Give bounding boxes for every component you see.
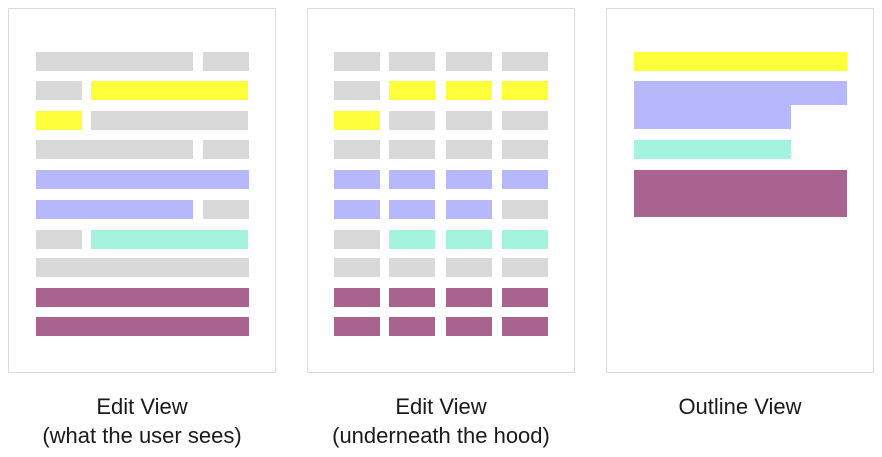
grid-cell-yellow bbox=[389, 81, 435, 100]
highlight-line-purple bbox=[36, 288, 249, 307]
highlight-line-yellow bbox=[36, 111, 82, 130]
grid-cell bbox=[446, 52, 492, 71]
grid-cell bbox=[334, 140, 380, 159]
grid-cell-purple bbox=[334, 317, 380, 336]
grid-cell bbox=[502, 140, 548, 159]
text-line bbox=[203, 140, 249, 159]
edit-view-caption: Edit View (what the user sees) bbox=[8, 392, 276, 450]
grid-cell bbox=[502, 52, 548, 71]
outline-block-blue bbox=[634, 81, 847, 105]
outline-block-yellow bbox=[634, 52, 847, 71]
text-line bbox=[36, 52, 193, 71]
grid-cell bbox=[334, 52, 380, 71]
hood-view-caption: Edit View (underneath the hood) bbox=[307, 392, 575, 450]
text-line bbox=[203, 200, 249, 219]
outline-view-caption: Outline View bbox=[606, 392, 874, 421]
grid-cell bbox=[389, 52, 435, 71]
caption-title: Edit View bbox=[395, 394, 487, 419]
highlight-line-teal bbox=[91, 230, 248, 249]
grid-cell-blue bbox=[446, 170, 492, 189]
grid-cell bbox=[446, 140, 492, 159]
grid-cell-teal bbox=[389, 230, 435, 249]
grid-cell bbox=[502, 258, 548, 277]
grid-cell-blue bbox=[334, 170, 380, 189]
grid-cell bbox=[502, 111, 548, 130]
grid-cell-blue bbox=[446, 200, 492, 219]
text-line bbox=[36, 230, 82, 249]
grid-cell-purple bbox=[389, 317, 435, 336]
grid-cell bbox=[334, 230, 380, 249]
grid-cell-purple bbox=[502, 317, 548, 336]
caption-title: Outline View bbox=[678, 394, 802, 419]
edit-view-panel bbox=[8, 8, 276, 373]
outline-view-panel bbox=[606, 8, 874, 373]
grid-cell bbox=[446, 111, 492, 130]
hood-view-panel bbox=[307, 8, 575, 373]
grid-cell bbox=[502, 200, 548, 219]
grid-cell bbox=[389, 140, 435, 159]
grid-cell-yellow bbox=[502, 81, 548, 100]
grid-cell-yellow bbox=[334, 111, 380, 130]
grid-cell bbox=[389, 258, 435, 277]
text-line bbox=[36, 81, 82, 100]
grid-cell-blue bbox=[389, 170, 435, 189]
grid-cell bbox=[446, 258, 492, 277]
grid-cell bbox=[334, 81, 380, 100]
text-line bbox=[91, 111, 248, 130]
text-line bbox=[203, 52, 249, 71]
grid-cell-yellow bbox=[446, 81, 492, 100]
grid-cell bbox=[334, 258, 380, 277]
highlight-line-yellow bbox=[91, 81, 248, 100]
grid-cell bbox=[389, 111, 435, 130]
outline-block-teal bbox=[634, 140, 791, 159]
grid-cell-purple bbox=[446, 288, 492, 307]
grid-cell-teal bbox=[502, 230, 548, 249]
grid-cell-purple bbox=[502, 288, 548, 307]
caption-subtitle: (what the user sees) bbox=[42, 423, 242, 448]
highlight-line-blue bbox=[36, 200, 193, 219]
highlight-line-blue bbox=[36, 170, 249, 189]
grid-cell-blue bbox=[389, 200, 435, 219]
caption-title: Edit View bbox=[96, 394, 188, 419]
caption-subtitle: (underneath the hood) bbox=[332, 423, 550, 448]
grid-cell-teal bbox=[446, 230, 492, 249]
grid-cell-purple bbox=[334, 288, 380, 307]
outline-block-purple bbox=[634, 170, 847, 217]
text-line bbox=[36, 140, 193, 159]
grid-cell-blue bbox=[334, 200, 380, 219]
highlight-line-purple bbox=[36, 317, 249, 336]
grid-cell-purple bbox=[446, 317, 492, 336]
grid-cell-blue bbox=[502, 170, 548, 189]
text-line bbox=[36, 258, 249, 277]
grid-cell-purple bbox=[389, 288, 435, 307]
outline-block-blue bbox=[634, 104, 791, 129]
